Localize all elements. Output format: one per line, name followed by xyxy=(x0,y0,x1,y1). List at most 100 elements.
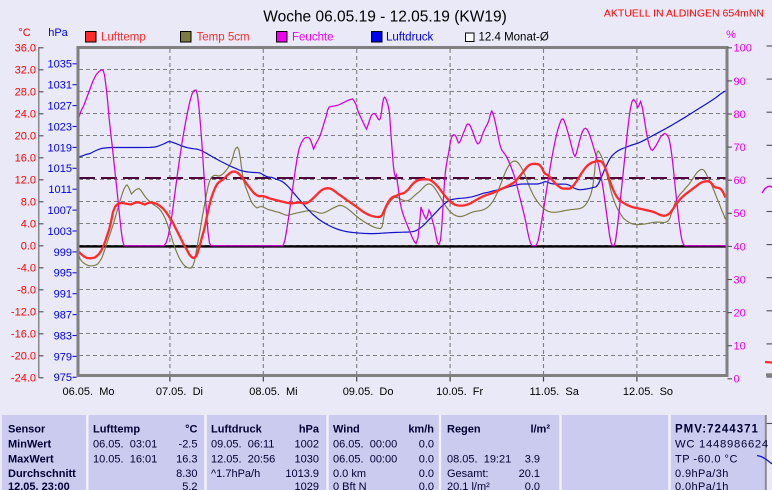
svg-text:-12.0: -12.0 xyxy=(11,307,36,319)
svg-text:0 Bft N: 0 Bft N xyxy=(333,481,367,490)
svg-text:-4.0: -4.0 xyxy=(17,263,36,275)
svg-text:12.0: 12.0 xyxy=(15,175,36,187)
svg-text:MaxWert: MaxWert xyxy=(8,453,54,465)
svg-text:8.30: 8.30 xyxy=(176,468,197,480)
svg-text:80: 80 xyxy=(734,109,746,121)
svg-text:°C: °C xyxy=(18,27,30,39)
svg-text:8.0: 8.0 xyxy=(21,197,36,209)
svg-text:1035: 1035 xyxy=(48,59,72,71)
svg-text:12.05. 23:00: 12.05. 23:00 xyxy=(8,481,70,490)
svg-text:12.4 Monat-Ø: 12.4 Monat-Ø xyxy=(479,32,549,44)
svg-text:30: 30 xyxy=(734,274,746,286)
svg-text:32.0: 32.0 xyxy=(15,65,36,77)
svg-text:hPa: hPa xyxy=(48,27,68,39)
svg-text:20.1 l/m²: 20.1 l/m² xyxy=(447,481,490,490)
svg-text:l/m²: l/m² xyxy=(530,424,550,436)
svg-text:1027: 1027 xyxy=(48,101,72,113)
svg-text:Sensor: Sensor xyxy=(8,424,46,436)
svg-text:12.05. So: 12.05. So xyxy=(623,386,673,398)
svg-text:06.05. Mo: 06.05. Mo xyxy=(63,386,115,398)
svg-text:AKTUELL IN ALDINGEN 654mNN: AKTUELL IN ALDINGEN 654mNN xyxy=(604,8,764,20)
svg-text:0.0hPa/1h: 0.0hPa/1h xyxy=(675,481,729,490)
svg-text:999: 999 xyxy=(54,247,72,259)
svg-text:06.05. 00:00: 06.05. 00:00 xyxy=(333,439,397,451)
svg-text:hPa: hPa xyxy=(299,424,320,436)
svg-text:1013.9: 1013.9 xyxy=(285,468,319,480)
svg-text:4.0: 4.0 xyxy=(21,219,36,231)
svg-text:1029: 1029 xyxy=(295,481,319,490)
svg-text:WC 1448986624: WC 1448986624 xyxy=(675,439,769,451)
svg-text:-16.0: -16.0 xyxy=(11,329,36,341)
svg-text:TP -60.0 °C: TP -60.0 °C xyxy=(675,453,738,465)
svg-text:5.2: 5.2 xyxy=(182,481,197,490)
svg-text:Wind: Wind xyxy=(333,424,360,436)
svg-text:995: 995 xyxy=(54,268,72,280)
svg-text:12.05. 20:56: 12.05. 20:56 xyxy=(211,453,275,465)
svg-text:1007: 1007 xyxy=(48,205,72,217)
svg-text:1030: 1030 xyxy=(295,453,319,465)
svg-text:0.0: 0.0 xyxy=(419,481,434,490)
svg-text:11.05. Sa: 11.05. Sa xyxy=(530,386,580,398)
svg-text:0: 0 xyxy=(734,374,740,386)
svg-text:1015: 1015 xyxy=(48,163,72,175)
svg-text:50: 50 xyxy=(734,208,746,220)
svg-text:0.0: 0.0 xyxy=(21,241,36,253)
svg-text:1003: 1003 xyxy=(48,226,72,238)
svg-text:40: 40 xyxy=(734,241,746,253)
svg-text:16.0: 16.0 xyxy=(15,153,36,165)
svg-text:Luftdruck: Luftdruck xyxy=(211,424,263,436)
svg-text:0.0: 0.0 xyxy=(525,481,540,490)
svg-text:MinWert: MinWert xyxy=(8,439,52,451)
svg-text:km/h: km/h xyxy=(408,424,434,436)
svg-text:20.0: 20.0 xyxy=(15,131,36,143)
svg-text:979: 979 xyxy=(54,351,72,363)
svg-text:06.05. 03:01: 06.05. 03:01 xyxy=(93,439,157,451)
svg-text:1019: 1019 xyxy=(48,142,72,154)
svg-text:Durchschnitt: Durchschnitt xyxy=(8,468,76,480)
svg-text:3.9: 3.9 xyxy=(525,453,540,465)
svg-text:0.0: 0.0 xyxy=(419,439,434,451)
svg-text:1002: 1002 xyxy=(295,439,319,451)
svg-text:10.05. 16:01: 10.05. 16:01 xyxy=(93,453,157,465)
svg-text:Lufttemp: Lufttemp xyxy=(101,32,146,44)
svg-text:0.9hPa/3h: 0.9hPa/3h xyxy=(675,468,729,480)
svg-text:0.0 km: 0.0 km xyxy=(333,468,366,480)
svg-text:0.0: 0.0 xyxy=(419,468,434,480)
svg-text:975: 975 xyxy=(54,372,72,384)
svg-text:1023: 1023 xyxy=(48,121,72,133)
svg-text:0.0: 0.0 xyxy=(419,453,434,465)
svg-text:991: 991 xyxy=(54,289,72,301)
svg-text:-20.0: -20.0 xyxy=(11,351,36,363)
svg-text:07.05. Di: 07.05. Di xyxy=(156,386,203,398)
svg-text:08.05. Mi: 08.05. Mi xyxy=(249,386,297,398)
svg-text:24.0: 24.0 xyxy=(15,109,36,121)
svg-text:-2.5: -2.5 xyxy=(179,439,198,451)
svg-text:987: 987 xyxy=(54,310,72,322)
svg-text:60: 60 xyxy=(734,175,746,187)
svg-text:10: 10 xyxy=(734,341,746,353)
svg-text:Gesamt:: Gesamt: xyxy=(447,468,489,480)
svg-text:28.0: 28.0 xyxy=(15,87,36,99)
svg-text:Luftdruck: Luftdruck xyxy=(386,32,434,44)
svg-text:%: % xyxy=(726,29,736,41)
svg-text:10.05. Fr: 10.05. Fr xyxy=(436,386,483,398)
svg-text:16.3: 16.3 xyxy=(176,453,197,465)
svg-text:70: 70 xyxy=(734,142,746,154)
svg-text:Woche 06.05.19 - 12.05.19 (KW1: Woche 06.05.19 - 12.05.19 (KW19) xyxy=(263,9,507,26)
svg-text:-24.0: -24.0 xyxy=(11,373,36,385)
svg-text:09.05. Do: 09.05. Do xyxy=(343,386,394,398)
svg-text:983: 983 xyxy=(54,330,72,342)
svg-text:06.05. 00:00: 06.05. 00:00 xyxy=(333,453,397,465)
svg-text:20.1: 20.1 xyxy=(519,468,540,480)
svg-text:1011: 1011 xyxy=(48,184,72,196)
svg-text:90: 90 xyxy=(734,76,746,88)
svg-text:PMV:7244371: PMV:7244371 xyxy=(675,424,759,436)
svg-text:^1.7hPa/h: ^1.7hPa/h xyxy=(211,468,260,480)
svg-text:Lufttemp: Lufttemp xyxy=(93,424,140,436)
svg-text:100: 100 xyxy=(734,43,752,55)
svg-text:20: 20 xyxy=(734,308,746,320)
svg-text:Regen: Regen xyxy=(447,424,481,436)
svg-text:°C: °C xyxy=(185,424,197,436)
svg-text:-8.0: -8.0 xyxy=(17,285,36,297)
svg-text:Temp 5cm: Temp 5cm xyxy=(197,32,250,44)
